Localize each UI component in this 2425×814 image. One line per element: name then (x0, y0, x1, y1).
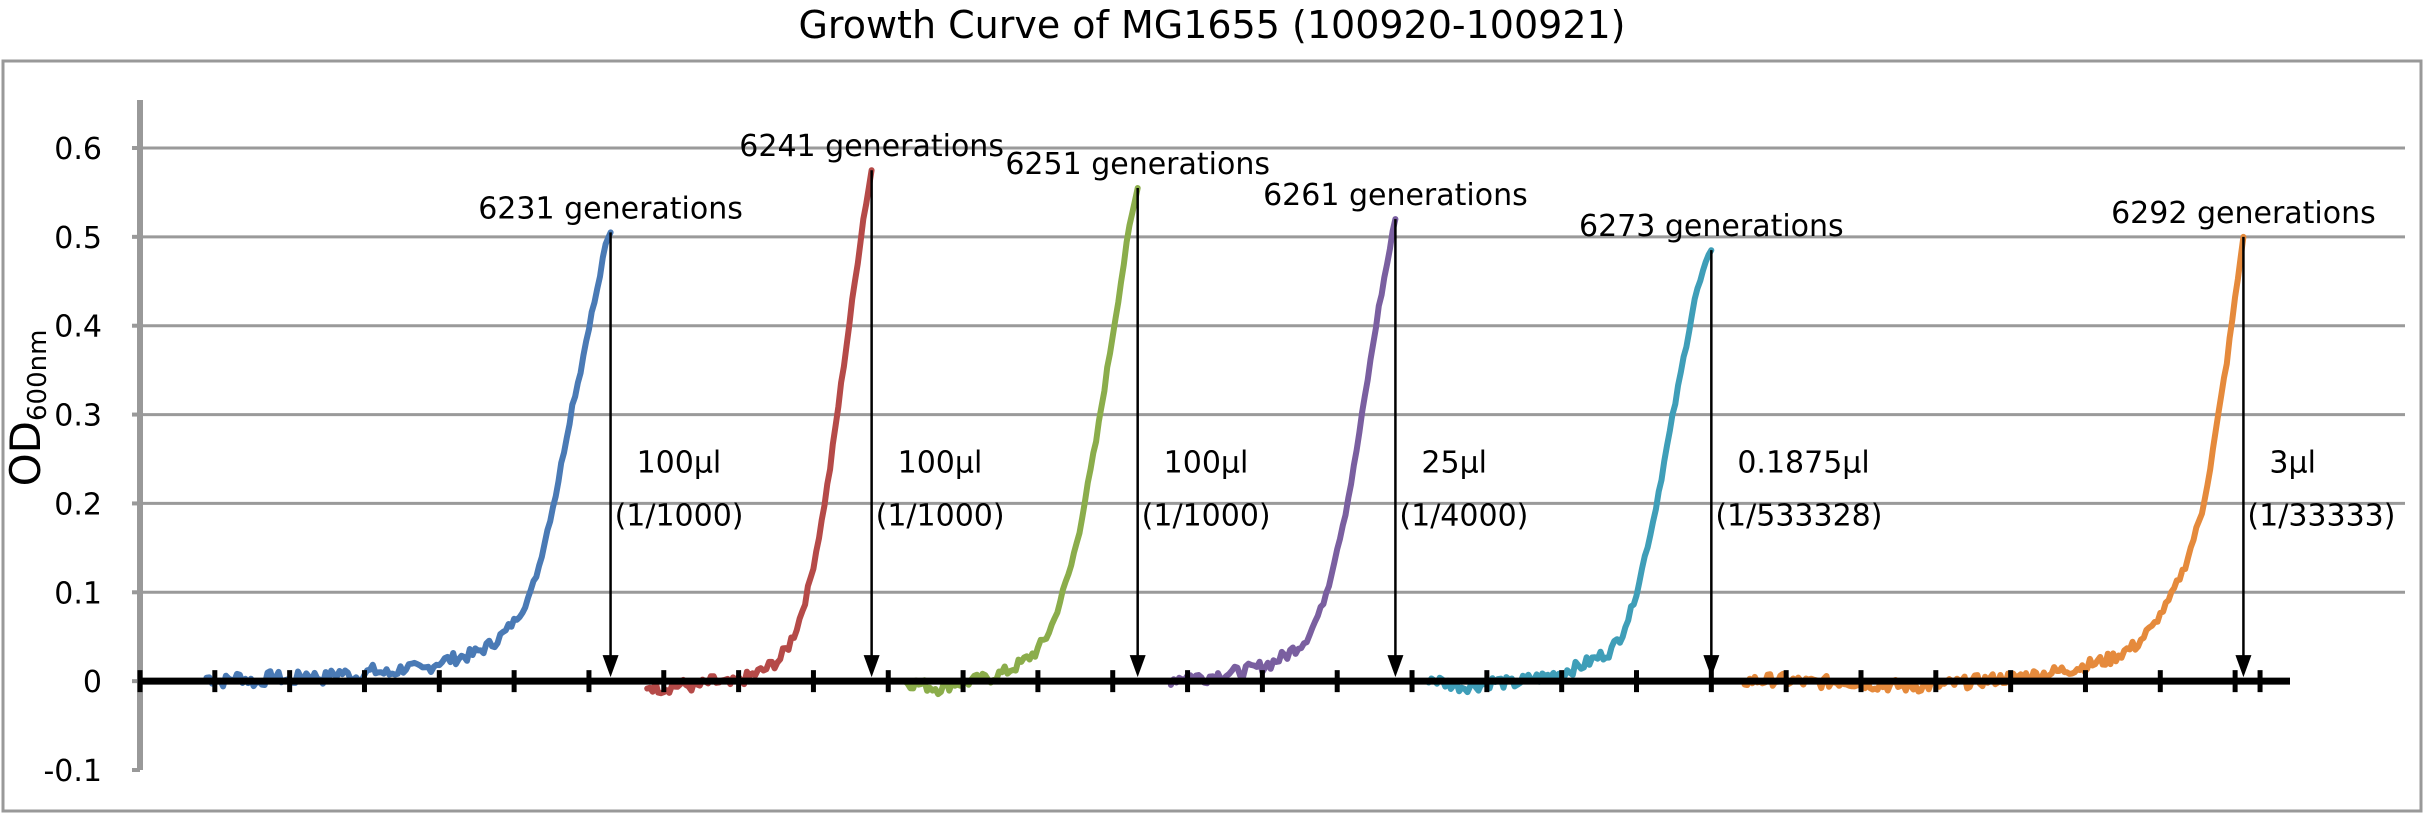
dilution-label: (1/1000) (615, 499, 744, 534)
dilution-label: (1/1000) (1142, 499, 1271, 534)
series-line (1425, 247, 1715, 696)
arrow-head (863, 655, 880, 678)
y-axis-label-main: OD (1, 421, 50, 486)
x-axis-layer (137, 670, 2290, 693)
y-tick-label: 0.3 (54, 399, 102, 434)
arrow-head (602, 655, 619, 678)
y-axis-label-sub: 600nm (23, 330, 53, 421)
y-tick-label: 0 (83, 665, 102, 700)
dilution-label: (1/4000) (1399, 499, 1528, 534)
generation-label: 6251 generations (1005, 147, 1270, 182)
arrow-head (1703, 655, 1720, 678)
y-tick-label: -0.1 (43, 754, 102, 789)
transfer-volume-label: 100μl (637, 445, 722, 480)
dilution-label: (1/533328) (1715, 499, 1882, 534)
grid-layer (140, 146, 2405, 594)
transfer-volume-label: 100μl (898, 445, 983, 480)
generation-label: 6273 generations (1579, 209, 1844, 244)
generation-label: 6241 generations (739, 129, 1004, 164)
transfer-volume-label: 100μl (1164, 445, 1249, 480)
arrow-head (2235, 655, 2252, 678)
y-tick-label: 0.1 (54, 576, 102, 611)
dilution-label: (1/33333) (2247, 499, 2395, 534)
y-tick-label: 0.6 (54, 132, 102, 167)
generation-label: 6231 generations (478, 191, 743, 226)
transfer-volume-label: 0.1875μl (1737, 445, 1869, 480)
generation-label: 6261 generations (1263, 178, 1528, 213)
y-tick-label: 0.2 (54, 487, 102, 522)
arrow-head (1129, 655, 1146, 678)
y-axis-label: OD600nm (1, 330, 53, 487)
y-tick-label: 0.5 (54, 221, 102, 256)
dilution-label: (1/1000) (876, 499, 1005, 534)
chart-title: Growth Curve of MG1655 (100920-100921) (798, 3, 1625, 47)
annotation-layer: 6231 generations 100μl (1/1000) 6241 genera… (478, 129, 2395, 678)
y-tick-label: 0.4 (54, 310, 102, 345)
transfer-volume-label: 3μl (2269, 445, 2316, 480)
transfer-volume-label: 25μl (1421, 445, 1487, 480)
generation-label: 6292 generations (2111, 196, 2376, 231)
plot-frame (1, 59, 2423, 813)
arrow-head (1387, 655, 1404, 678)
